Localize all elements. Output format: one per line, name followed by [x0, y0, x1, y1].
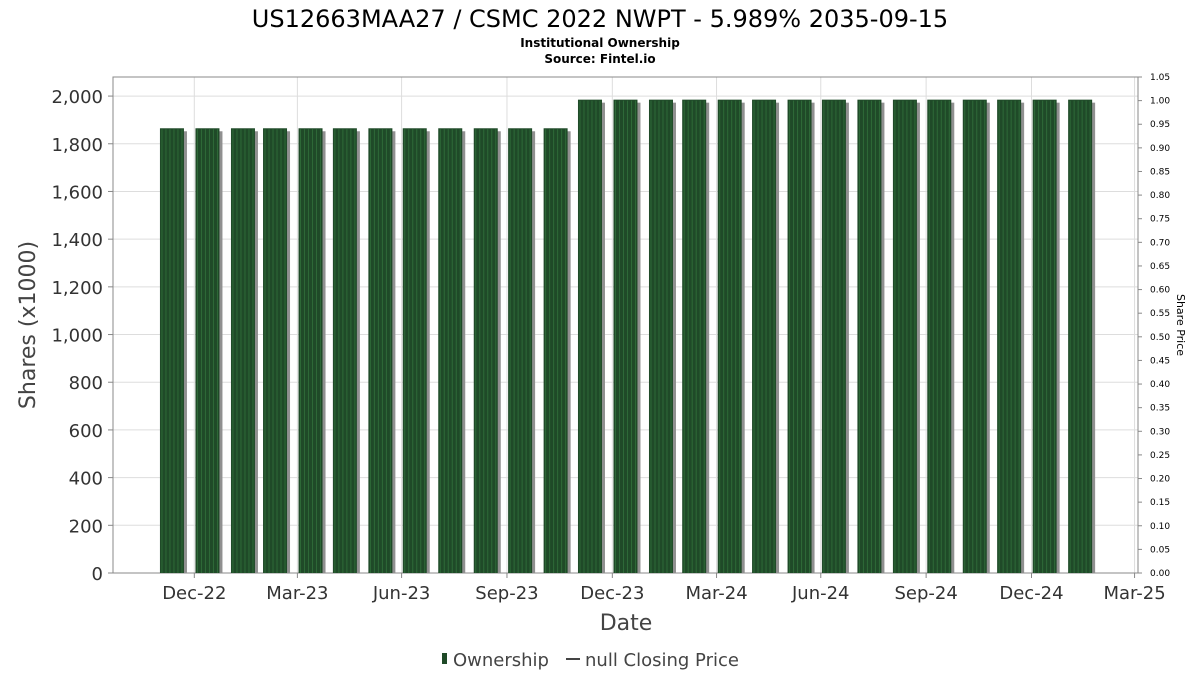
- chart-subtitle-ownership: Institutional Ownership: [520, 36, 680, 50]
- legend-ownership-label: Ownership: [453, 650, 549, 671]
- y-tick-label: 200: [69, 516, 103, 537]
- x-tick-label: Jun-23: [372, 583, 431, 604]
- chart-subtitle-source: Source: Fintel.io: [544, 52, 655, 66]
- ownership-bar: [821, 99, 846, 574]
- ownership-bar: [195, 128, 220, 573]
- y-tick-label: 1,400: [51, 230, 103, 251]
- y-tick-label: 1,200: [51, 278, 103, 299]
- legend-price-label: null Closing Price: [585, 650, 739, 671]
- x-tick-label: Sep-24: [894, 583, 957, 604]
- right-tick-label: 0.40: [1150, 380, 1170, 390]
- right-tick-label: 1.05: [1150, 73, 1170, 83]
- ownership-bar: [368, 128, 393, 573]
- right-tick-label: 0.65: [1150, 262, 1170, 272]
- x-tick-label: Mar-25: [1103, 583, 1165, 604]
- ownership-bar: [682, 99, 707, 574]
- right-tick-label: 0.00: [1150, 569, 1170, 579]
- y-tick-label: 1,600: [51, 182, 103, 203]
- y-tick-label: 1,800: [51, 135, 103, 156]
- ownership-bar: [1032, 99, 1057, 574]
- ownership-bar: [717, 99, 742, 574]
- ownership-bar: [962, 99, 987, 574]
- ownership-bar: [927, 99, 952, 574]
- bars: [159, 99, 1096, 574]
- right-tick-label: 0.90: [1150, 144, 1170, 154]
- right-tick-label: 0.55: [1150, 309, 1170, 319]
- right-tick-label: 1.00: [1150, 97, 1170, 107]
- x-axis-ticks: Dec-22 Mar-23 Jun-23 Sep-23 Dec-23 Mar-24 Jun-…: [162, 573, 1166, 604]
- legend: Ownership null Closing Price: [442, 650, 739, 671]
- right-tick-label: 0.35: [1150, 404, 1170, 414]
- x-tick-label: Mar-24: [685, 583, 747, 604]
- right-tick-label: 0.75: [1150, 215, 1170, 225]
- y-tick-label: 1,000: [51, 326, 103, 347]
- ownership-bar: [752, 99, 777, 574]
- ownership-bar: [332, 128, 357, 573]
- ownership-bar: [892, 99, 917, 574]
- x-tick-label: Dec-23: [580, 583, 644, 604]
- legend-ownership-swatch: [442, 653, 447, 664]
- right-tick-label: 0.50: [1150, 333, 1170, 343]
- ownership-bar: [543, 128, 568, 573]
- ownership-bar: [857, 99, 882, 574]
- right-axis-ticks: 0.00 0.05 0.10 0.15 0.20 0.25 0.30 0.35 0.40 0.45…: [1138, 73, 1170, 579]
- ownership-bar: [298, 128, 323, 573]
- y-axis-label: Shares (x1000): [16, 241, 41, 409]
- ownership-bar: [438, 128, 463, 573]
- right-tick-label: 0.05: [1150, 545, 1170, 555]
- ownership-bar: [508, 128, 533, 573]
- x-axis-label: Date: [600, 611, 653, 636]
- right-tick-label: 0.70: [1150, 238, 1170, 248]
- ownership-bar: [230, 128, 255, 573]
- y-tick-label: 400: [69, 469, 103, 490]
- right-tick-label: 0.85: [1150, 167, 1170, 177]
- ownership-bar: [159, 128, 184, 573]
- y-tick-label: 0: [92, 564, 103, 585]
- right-tick-label: 0.30: [1150, 427, 1170, 437]
- x-tick-label: Dec-24: [999, 583, 1063, 604]
- x-tick-label: Dec-22: [162, 583, 226, 604]
- x-tick-label: Sep-23: [475, 583, 538, 604]
- ownership-bar: [402, 128, 427, 573]
- y-axis-ticks: 0 200 400 600 800 1,000 1,200 1,400 1,600 1,800 2,…: [51, 87, 113, 585]
- right-tick-label: 0.95: [1150, 120, 1170, 130]
- right-tick-label: 0.80: [1150, 191, 1170, 201]
- ownership-bar: [787, 99, 812, 574]
- ownership-bar: [613, 99, 638, 574]
- right-tick-label: 0.45: [1150, 356, 1170, 366]
- right-axis-label: Share Price: [1174, 294, 1187, 356]
- right-tick-label: 0.20: [1150, 475, 1170, 485]
- ownership-bar: [997, 99, 1022, 574]
- right-tick-label: 0.10: [1150, 522, 1170, 532]
- y-tick-label: 2,000: [51, 87, 103, 108]
- ownership-bar: [648, 99, 673, 574]
- ownership-bar: [1068, 99, 1093, 574]
- y-tick-label: 600: [69, 421, 103, 442]
- ownership-bar: [473, 128, 498, 573]
- right-tick-label: 0.25: [1150, 451, 1170, 461]
- ownership-bar: [263, 128, 288, 573]
- y-tick-label: 800: [69, 373, 103, 394]
- x-tick-label: Mar-23: [266, 583, 328, 604]
- x-tick-label: Jun-24: [791, 583, 850, 604]
- right-tick-label: 0.60: [1150, 286, 1170, 296]
- right-tick-label: 0.15: [1150, 498, 1170, 508]
- chart-title: US12663MAA27 / CSMC 2022 NWPT - 5.989% 2…: [252, 5, 948, 33]
- ownership-bar: [577, 99, 602, 574]
